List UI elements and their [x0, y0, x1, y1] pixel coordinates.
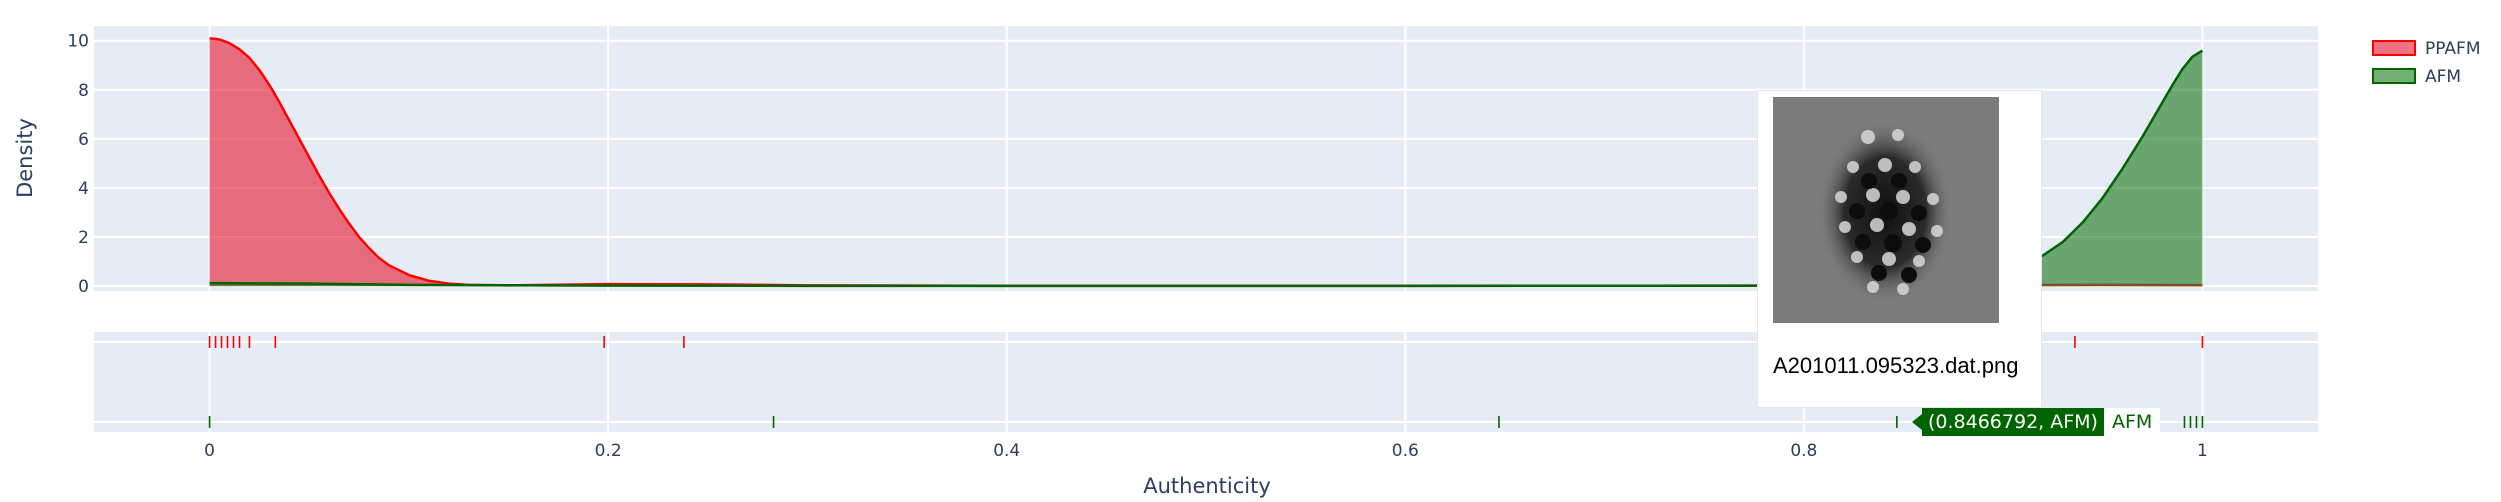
afm-density-line[interactable]: [209, 49, 2204, 288]
hover-pointer: [1912, 414, 1922, 430]
y-axis-title: Density: [13, 118, 37, 198]
y-tick-label: 6: [78, 130, 89, 150]
y-tick-label: 0: [78, 277, 89, 297]
legend-label-afm[interactable]: AFM: [2425, 67, 2461, 87]
hover-series-name: AFM: [2103, 408, 2161, 436]
y-tick-label: 10: [67, 32, 89, 52]
density-areas: [209, 37, 2204, 288]
image-filename: A201011.095323.dat.png: [1773, 353, 2019, 378]
x-tick-label: 0.6: [1392, 441, 1419, 461]
legend-swatch-ppafm[interactable]: [2372, 40, 2416, 56]
x-tick-label: 0.8: [1790, 441, 1817, 461]
x-tick-label: 0.2: [595, 441, 622, 461]
x-tick-label: 1: [2197, 441, 2208, 461]
y-tick-label: 8: [78, 81, 89, 101]
x-axis-title: Authenticity: [1143, 474, 1271, 498]
legend-swatch-afm[interactable]: [2372, 68, 2416, 84]
x-tick-label: 0.4: [993, 441, 1020, 461]
x-tick-label: 0: [204, 441, 215, 461]
legend[interactable]: PPAFM AFM: [2372, 39, 2481, 87]
afm-image-thumbnail: [1773, 97, 1999, 323]
legend-label-ppafm[interactable]: PPAFM: [2425, 39, 2481, 59]
y-tick-label: 4: [78, 179, 89, 199]
hover-tooltip: (0.8466792, AFM) AFM: [1912, 407, 2161, 437]
image-preview-popup: A201011.095323.dat.png: [1757, 90, 2042, 408]
hover-value: (0.8466792, AFM): [1922, 408, 2104, 436]
y-tick-label: 2: [78, 228, 89, 248]
